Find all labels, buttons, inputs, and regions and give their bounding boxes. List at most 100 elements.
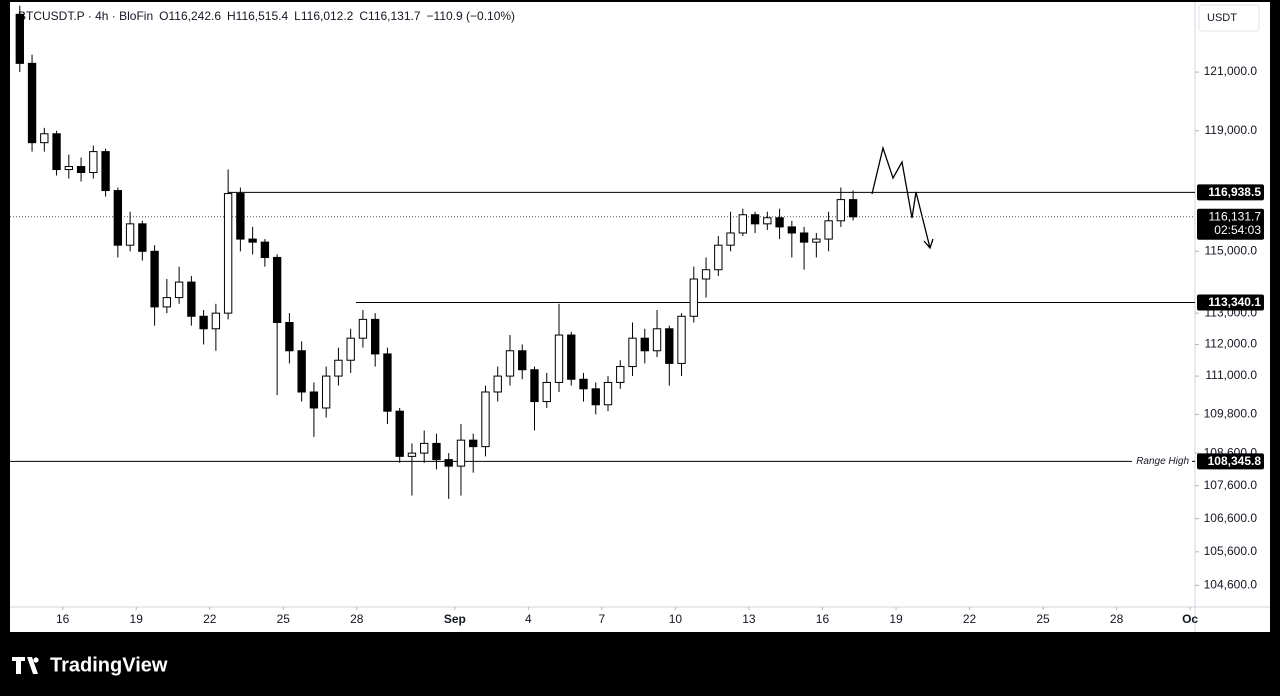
currency: USDT [1207,12,1237,24]
candle-body [824,220,833,240]
candle-body [518,350,527,371]
candle-body [15,13,24,64]
x-tick-label: 22 [963,612,977,626]
logo-dot [33,657,39,663]
y-tick-label: 107,600.0 [1204,478,1258,492]
candle-body [407,452,417,457]
candle-body [432,442,441,461]
candle-body [371,318,380,355]
candle-body [125,223,135,246]
candle-body [89,151,98,174]
candle-body [714,244,723,271]
candle-body [787,226,797,234]
ohlc-key: C [359,9,368,23]
candle-body [665,328,674,364]
candle-body [456,439,466,467]
level-note: Range High [1136,456,1189,467]
ohlc-key: O [159,9,168,23]
candle-body [321,375,331,409]
level-label-box [1197,184,1264,201]
candle-body [101,151,110,192]
candle-body [211,312,221,330]
candle-body [493,375,502,393]
x-tick-label: 19 [889,612,903,626]
x-tick-label: 4 [525,612,532,626]
candle-body [76,166,86,174]
candle-body [775,217,784,228]
level-label-box [1197,294,1264,311]
logo-mark [12,657,38,674]
y-tick-label: 109,800.0 [1204,407,1258,421]
candle-body [162,297,172,308]
candle-body [603,381,613,406]
x-tick-label: 16 [816,612,830,626]
brand: TradingView [50,654,168,676]
candle-body [701,269,711,280]
candle-body [40,133,49,144]
x-tick-label: 28 [1110,612,1124,626]
x-tick-label: Sep [444,612,466,626]
candle-body [444,459,453,467]
candle-body [223,193,233,314]
candle-body [260,241,270,258]
header: BTCUSDT.P · 4h · BloFin O116,242.6 H116,51… [18,9,515,23]
symbol: BTCUSDT.P · 4h · BloFin [18,9,153,23]
candle-body [812,238,821,243]
candle-body [750,214,760,225]
candle-body [579,378,588,390]
candle-body [848,199,858,218]
candle-body [27,62,37,144]
x-tick-label: Oc [1182,612,1198,626]
y-tick-label: 106,600.0 [1204,511,1258,525]
candle-body [469,439,478,448]
candle-body [150,250,159,308]
candle-body [652,328,662,352]
candle-body [689,278,698,317]
y-tick-label: 111,000.0 [1205,368,1257,382]
y-tick-label: 115,000.0 [1205,243,1258,257]
candle-body [628,337,637,368]
candle-body [285,322,294,352]
candle-body [481,391,490,448]
candle-body [738,214,747,234]
candle-body [334,359,343,377]
candle-body [113,190,123,246]
ohlc-value: 116,242.6 [169,9,222,23]
candle-body [542,381,551,403]
x-tick-label: 7 [599,612,606,626]
ohlc-value: 116,131.7 [368,9,421,23]
x-tick-label: 10 [669,612,683,626]
change: −110.9 (−0.10%) [427,9,516,23]
candle-body [383,353,392,412]
countdown: 02:54:03 [1214,223,1261,237]
x-tick-label: 16 [56,612,70,626]
level-note-bg [1132,454,1192,469]
level-label: 108,345.8 [1208,454,1262,468]
candle-body [799,232,809,243]
ohlc-key: L [294,9,301,23]
candle-body [616,366,625,383]
candle-body [726,232,735,246]
level-label-box [1197,453,1264,470]
candle-body [395,410,404,457]
candle-body [346,337,355,361]
candle-body [420,442,429,454]
candle-body [52,133,61,171]
candle-body [836,199,846,222]
candle-body [591,388,600,406]
chart-background [10,2,1270,632]
candle-body [358,318,368,339]
candle-body [309,391,319,409]
candle-body [554,334,564,383]
x-tick-label: 13 [742,612,756,626]
y-tick-label: 121,000.0 [1204,64,1258,78]
candle-body [248,238,257,243]
candle-body [530,369,539,403]
logo [12,657,39,674]
y-tick-label: 112,000.0 [1205,337,1258,351]
candle-body [297,350,306,393]
currency-box [1198,4,1260,32]
candle-body [505,350,515,377]
candle-body [64,166,73,171]
